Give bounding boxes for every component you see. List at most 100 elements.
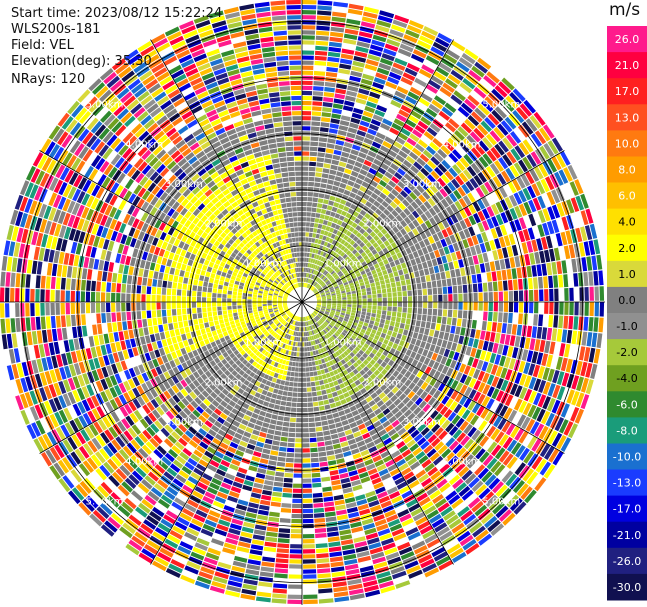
velocity-gate: [480, 512, 494, 525]
velocity-gate: [380, 343, 387, 350]
velocity-gate: [320, 209, 327, 215]
velocity-gate: [233, 312, 238, 317]
velocity-gate: [487, 92, 501, 105]
velocity-gate: [224, 321, 230, 327]
velocity-gate: [313, 187, 320, 193]
velocity-gate: [431, 546, 446, 558]
velocity-gate: [288, 574, 302, 579]
velocity-gate: [291, 402, 297, 407]
velocity-gate: [315, 167, 323, 173]
velocity-gate: [498, 140, 509, 153]
velocity-gate: [294, 448, 302, 453]
velocity-gate: [290, 529, 302, 534]
velocity-gate: [359, 235, 366, 242]
velocity-gate: [464, 98, 477, 110]
velocity-gate: [339, 314, 345, 318]
velocity-gate: [429, 123, 441, 133]
velocity-gate: [341, 322, 347, 327]
velocity-gate: [555, 233, 563, 247]
velocity-gate: [302, 70, 314, 75]
velocity-gate: [482, 454, 494, 467]
velocity-gate: [534, 251, 541, 264]
velocity-gate: [349, 192, 357, 199]
velocity-gate: [344, 272, 350, 277]
velocity-gate: [360, 449, 370, 457]
velocity-gate: [364, 248, 371, 255]
velocity-gate: [407, 307, 412, 314]
velocity-gate: [330, 289, 335, 293]
velocity-gate: [324, 86, 335, 93]
velocity-gate: [217, 293, 222, 298]
velocity-gate: [98, 334, 105, 345]
velocity-gate: [561, 260, 568, 274]
velocity-gate: [428, 235, 435, 244]
velocity-gate: [363, 322, 369, 327]
velocity-gate: [345, 212, 352, 219]
velocity-gate: [259, 499, 271, 506]
velocity-gate: [417, 263, 423, 271]
velocity-gate: [324, 259, 329, 264]
velocity-gate: [422, 288, 428, 296]
velocity-gate: [533, 314, 539, 326]
velocity-gate: [374, 518, 387, 527]
velocity-gate: [302, 453, 311, 458]
velocity-gate: [348, 154, 358, 161]
velocity-gate: [351, 65, 364, 73]
velocity-gate: [580, 394, 590, 410]
velocity-gate: [308, 278, 311, 284]
velocity-gate: [342, 279, 348, 284]
velocity-gate: [429, 217, 437, 226]
velocity-gate: [529, 252, 536, 265]
velocity-gate: [302, 347, 305, 352]
velocity-gate: [343, 450, 352, 457]
velocity-gate: [269, 511, 280, 518]
velocity-gate: [141, 310, 147, 319]
velocity-gate: [485, 494, 498, 507]
velocity-gate: [329, 288, 335, 291]
velocity-gate: [415, 516, 428, 526]
velocity-gate: [331, 341, 337, 347]
velocity-gate: [362, 205, 370, 212]
velocity-gate: [369, 223, 376, 231]
velocity-gate: [61, 327, 68, 340]
velocity-gate: [353, 182, 361, 190]
velocity-gate: [509, 207, 518, 220]
velocity-gate: [566, 389, 575, 404]
velocity-gate: [498, 236, 506, 248]
velocity-gate: [146, 310, 152, 319]
velocity-gate: [314, 290, 319, 294]
velocity-gate: [316, 305, 321, 307]
velocity-gate: [172, 315, 178, 323]
velocity-gate: [428, 226, 436, 235]
velocity-gate: [403, 329, 409, 336]
velocity-gate: [338, 355, 343, 361]
velocity-gate: [341, 310, 346, 314]
velocity-gate: [400, 219, 408, 228]
velocity-gate: [431, 99, 444, 110]
velocity-gate: [340, 245, 346, 251]
velocity-gate: [391, 495, 403, 504]
velocity-gate: [375, 424, 384, 433]
velocity-gate: [171, 336, 178, 344]
velocity-gate: [346, 434, 355, 441]
velocity-gate: [417, 249, 424, 257]
velocity-gate: [539, 339, 546, 353]
velocity-gate: [149, 334, 156, 343]
velocity-gate: [481, 321, 487, 331]
velocity-gate: [522, 468, 535, 482]
velocity-gate: [314, 60, 327, 66]
velocity-gate: [444, 170, 454, 181]
velocity-gate: [388, 375, 396, 383]
velocity-gate: [504, 334, 511, 346]
velocity-gate: [311, 313, 315, 317]
velocity-gate: [383, 324, 389, 330]
velocity-gate: [303, 574, 317, 579]
velocity-gate: [486, 457, 498, 470]
velocity-gate: [116, 302, 121, 312]
velocity-gate: [185, 332, 192, 340]
velocity-gate: [357, 202, 365, 209]
velocity-gate: [451, 380, 459, 390]
velocity-gate: [420, 372, 428, 381]
velocity-gate: [547, 430, 558, 445]
velocity-gate: [255, 596, 271, 603]
